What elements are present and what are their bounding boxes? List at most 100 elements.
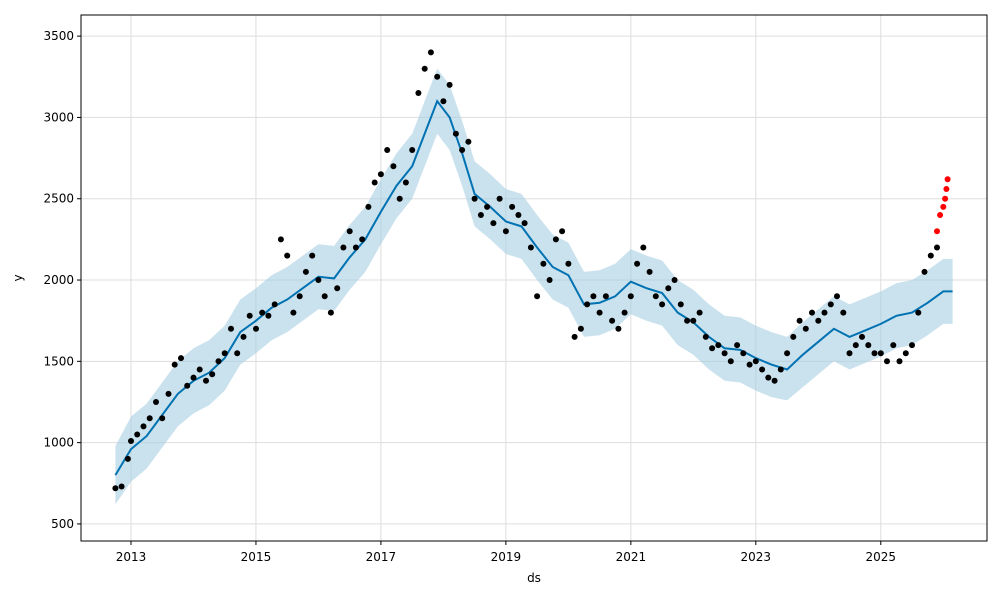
observed-point (221, 350, 228, 357)
grid (81, 15, 987, 541)
observed-point (759, 366, 766, 373)
observed-point (602, 293, 609, 300)
y-axis-label: y (11, 274, 25, 281)
x-tick-label: 2025 (866, 550, 897, 564)
observed-point (721, 350, 728, 357)
observed-point (234, 350, 241, 357)
observed-point (896, 358, 903, 365)
observed-point (421, 65, 428, 72)
observed-point (659, 301, 666, 308)
observed-point (159, 415, 166, 422)
observed-point (240, 333, 247, 340)
recent-point (934, 228, 940, 235)
observed-point (771, 377, 778, 384)
recent-point (942, 195, 949, 202)
observed-point (696, 309, 703, 316)
observed-point (552, 236, 559, 243)
observed-point (565, 260, 572, 267)
observed-point (834, 293, 840, 300)
observed-point (359, 236, 366, 243)
observed-point (140, 423, 147, 430)
observed-points-group (112, 49, 940, 492)
observed-point (890, 342, 897, 349)
observed-point (702, 333, 709, 340)
observed-point (846, 350, 853, 357)
observed-point (346, 228, 353, 235)
uncertainty-band-group (115, 68, 953, 505)
observed-point (165, 390, 172, 397)
uncertainty-band (115, 68, 953, 505)
observed-point (590, 293, 597, 300)
observed-point (609, 317, 616, 324)
observed-point (315, 277, 322, 283)
recent-point (944, 176, 951, 183)
observed-point (277, 236, 284, 243)
observed-point (471, 195, 478, 202)
observed-point (134, 431, 141, 438)
observed-point (821, 309, 828, 316)
observed-point (690, 317, 697, 324)
observed-point (596, 309, 603, 316)
observed-point (827, 301, 834, 308)
observed-point (515, 212, 522, 218)
observed-point (909, 342, 915, 349)
observed-point (415, 90, 422, 96)
observed-point (671, 277, 678, 283)
observed-point (371, 179, 378, 186)
observed-point (577, 325, 584, 332)
observed-point (640, 244, 647, 251)
observed-point (740, 350, 747, 357)
y-tick-label: 3500 (43, 29, 74, 43)
recent-point (937, 212, 944, 218)
observed-point (927, 252, 934, 259)
observed-point (321, 293, 328, 300)
observed-point (118, 483, 125, 490)
observed-point (502, 228, 509, 235)
x-tick-label: 2013 (116, 550, 147, 564)
observed-point (615, 325, 622, 332)
observed-point (484, 203, 491, 210)
x-tick-label: 2023 (741, 550, 772, 564)
observed-point (190, 374, 197, 381)
observed-point (377, 171, 384, 178)
observed-point (496, 195, 503, 202)
observed-point (865, 342, 872, 349)
x-tick-label: 2019 (491, 550, 522, 564)
y-tick-label: 1000 (43, 436, 74, 450)
x-axis: 2013 2015 2017 2019 2021 2023 2025 (116, 541, 896, 564)
observed-point (327, 309, 334, 316)
observed-point (124, 455, 131, 462)
observed-point (409, 147, 416, 153)
observed-point (840, 309, 847, 316)
observed-point (112, 485, 119, 492)
observed-point (402, 179, 409, 186)
observed-point (790, 333, 797, 340)
observed-point (815, 317, 822, 324)
observed-point (734, 342, 741, 349)
observed-point (677, 301, 684, 308)
observed-point (427, 49, 434, 56)
observed-point (727, 358, 734, 365)
observed-point (684, 317, 691, 324)
observed-point (884, 358, 890, 365)
observed-point (215, 358, 222, 365)
observed-point (209, 371, 216, 378)
observed-point (340, 244, 347, 251)
observed-point (559, 228, 566, 235)
observed-point (915, 309, 922, 316)
observed-point (302, 268, 309, 275)
observed-point (384, 147, 391, 153)
x-tick-label: 2017 (366, 550, 397, 564)
observed-point (434, 73, 441, 80)
plot-frame (80, 14, 988, 542)
observed-point (271, 301, 278, 308)
observed-point (509, 203, 516, 210)
observed-point (459, 147, 466, 153)
observed-point (259, 309, 266, 316)
observed-point (452, 130, 459, 137)
observed-point (652, 293, 659, 300)
observed-point (746, 361, 753, 368)
y-tick-label: 2500 (43, 192, 74, 206)
observed-point (877, 350, 884, 357)
